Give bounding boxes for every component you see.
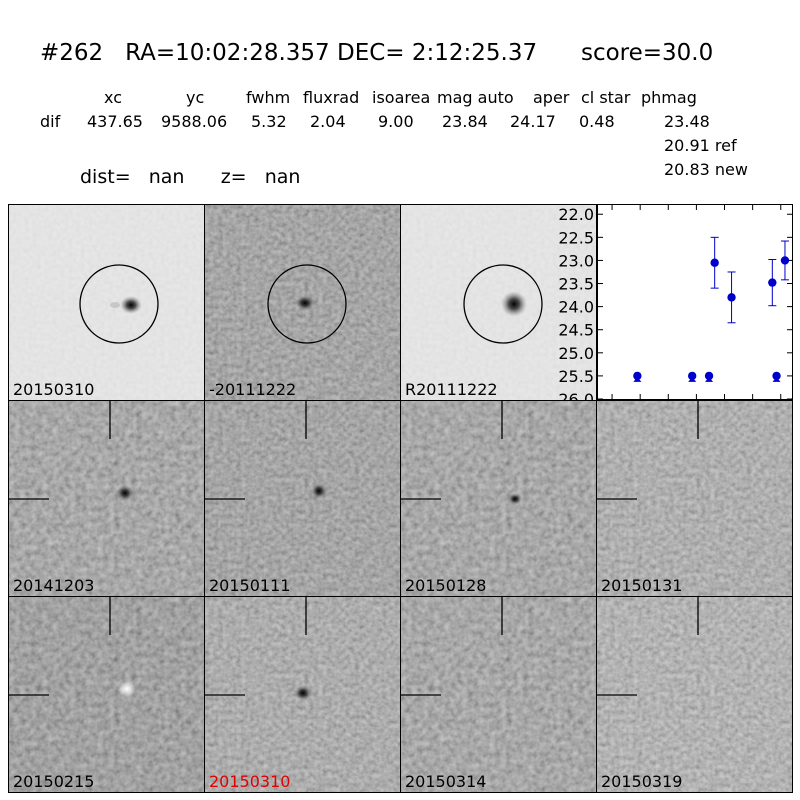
- stamp-label: 20150128: [405, 576, 487, 595]
- col-header-mag-auto: mag auto: [437, 88, 514, 107]
- light-curve-svg: [598, 205, 792, 400]
- stamp-label: 20150319: [601, 772, 683, 791]
- upper-limit-marker: [705, 376, 714, 382]
- col-header-xc: xc: [104, 88, 122, 107]
- candidate-title: #262 RA=10:02:28.357 DEC= 2:12:25.37 sco…: [40, 40, 714, 66]
- upper-limit-point: [633, 371, 642, 381]
- y-tick-label: 22.5: [558, 228, 594, 247]
- detection-point: [780, 256, 790, 265]
- epoch-stamp: 20150319: [596, 596, 793, 793]
- new-magnitude: 20.83 new: [664, 160, 748, 179]
- col-header-cl-star: cl star: [581, 88, 631, 107]
- stamp-new: 20150310: [8, 204, 205, 401]
- dist-z-readout: dist= nan z= nan: [80, 166, 301, 188]
- col-header-isoarea: isoarea: [372, 88, 431, 107]
- epoch-stamp: 20150111: [204, 400, 401, 597]
- col-header-aper: aper: [533, 88, 570, 107]
- upper-limit-marker: [688, 376, 697, 382]
- value-fwhm: 5.32: [251, 112, 287, 131]
- col-header-phmag: phmag: [641, 88, 697, 107]
- detection-point: [727, 293, 736, 302]
- stamp-label: 20150314: [405, 772, 487, 791]
- value-cl-star: 0.48: [579, 112, 615, 131]
- aperture-circle: [463, 264, 543, 344]
- light-curve-y-axis: 22.022.523.023.524.024.525.025.526.0: [558, 205, 594, 409]
- y-tick-label: 25.0: [558, 344, 594, 363]
- light-curve-plot: [597, 204, 793, 400]
- stamp-label: 20150131: [601, 576, 683, 595]
- value-isoarea: 9.00: [378, 112, 414, 131]
- upper-limit-marker: [633, 376, 642, 382]
- y-tick-label: 23.5: [558, 275, 594, 294]
- value-aper: 24.17: [510, 112, 556, 131]
- detection-point: [710, 258, 719, 267]
- aperture-circle: [79, 264, 159, 344]
- stamp-label: 20150111: [209, 576, 291, 595]
- value-phmag: 23.48: [664, 112, 710, 131]
- upper-limit-point: [687, 371, 697, 381]
- stamp-label: R20111222: [405, 380, 498, 399]
- aperture-circle: [267, 264, 347, 344]
- stamp-label: 20150215: [13, 772, 95, 791]
- upper-limit-marker: [772, 376, 781, 382]
- ref-magnitude: 20.91 ref: [664, 136, 737, 155]
- row-label-dif: dif: [40, 112, 61, 131]
- epoch-stamp: 20141203: [8, 400, 205, 597]
- col-header-fwhm: fwhm: [246, 88, 291, 107]
- epoch-stamp: 20150128: [400, 400, 597, 597]
- col-header-yc: yc: [186, 88, 205, 107]
- epoch-stamp: 20150314: [400, 596, 597, 793]
- value-yc: 9588.06: [161, 112, 228, 131]
- detection-point: [768, 278, 777, 287]
- stamp-difference: -20111222: [204, 204, 401, 401]
- epoch-stamp: 20150215: [8, 596, 205, 793]
- y-tick-label: 22.0: [558, 205, 594, 224]
- value-mag-auto: 23.84: [442, 112, 488, 131]
- y-tick-label: 24.5: [558, 321, 594, 340]
- value-xc: 437.65: [87, 112, 143, 131]
- epoch-stamp-highlighted: 20150310: [204, 596, 401, 793]
- col-header-fluxrad: fluxrad: [303, 88, 360, 107]
- stamp-label: -20111222: [209, 380, 297, 399]
- stamp-label-highlighted: 20150310: [209, 772, 291, 791]
- upper-limit-point: [772, 371, 781, 381]
- y-tick-label: 24.0: [558, 298, 594, 317]
- stamp-label: 20141203: [13, 576, 95, 595]
- value-fluxrad: 2.04: [310, 112, 346, 131]
- y-tick-label: 23.0: [558, 251, 594, 270]
- y-tick-label: 25.5: [558, 367, 594, 386]
- stamp-label: 20150310: [13, 380, 95, 399]
- epoch-stamp: 20150131: [596, 400, 793, 597]
- upper-limit-point: [704, 371, 714, 381]
